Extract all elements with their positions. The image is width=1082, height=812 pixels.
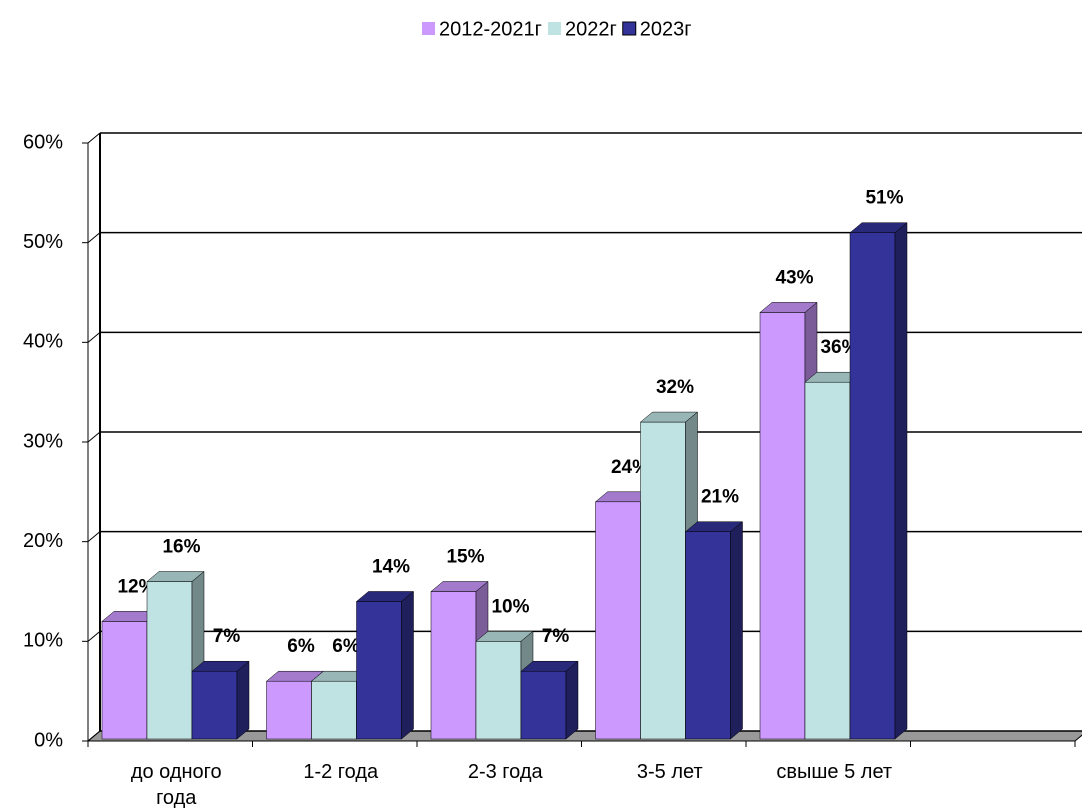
- legend-swatch: [622, 21, 637, 36]
- bar-front: [311, 680, 357, 740]
- grid-line: [87, 531, 101, 543]
- bar-front: [520, 670, 567, 740]
- bar-side: [236, 660, 250, 740]
- data-label: 43%: [775, 267, 813, 288]
- data-label: 16%: [162, 537, 200, 558]
- y-tick-label: 40%: [23, 331, 63, 353]
- data-label: 15%: [446, 547, 484, 568]
- grid-line: [87, 331, 101, 343]
- legend-swatch: [422, 22, 435, 35]
- x-tick-label: 1-2 года: [303, 761, 379, 783]
- x-tick-label: до одного года: [130, 761, 222, 809]
- data-label: 6%: [287, 636, 315, 657]
- bar-front: [640, 421, 686, 740]
- bar-front: [191, 670, 238, 740]
- bar-front: [266, 680, 312, 740]
- bar-front: [595, 501, 641, 740]
- bar: [520, 660, 579, 740]
- legend-label: 2012-2021г: [439, 18, 542, 40]
- bar-front: [430, 591, 477, 740]
- legend-label: 2023г: [640, 18, 692, 40]
- data-label: 32%: [656, 377, 694, 398]
- grid-line: [87, 730, 101, 742]
- data-label: 36%: [820, 337, 858, 358]
- x-tick-label: 2-3 года: [467, 761, 543, 783]
- y-tick-label: 50%: [23, 231, 63, 253]
- bar-front: [146, 581, 193, 740]
- data-label: 6%: [332, 636, 360, 657]
- bar: [355, 590, 415, 740]
- data-label: 10%: [491, 596, 529, 617]
- bar-front: [849, 232, 896, 740]
- data-label: 7%: [213, 626, 241, 647]
- bar: [684, 521, 744, 740]
- bar-front: [685, 531, 731, 740]
- bar-side: [730, 521, 743, 740]
- x-tick-label: 3-5 лет: [636, 761, 703, 783]
- data-label: 7%: [542, 626, 570, 647]
- bar: [849, 222, 908, 740]
- data-label: 21%: [701, 487, 739, 508]
- bar-front: [759, 312, 806, 740]
- bar: [191, 660, 250, 740]
- y-tick-label: 0%: [34, 729, 63, 751]
- grid-line: [87, 431, 101, 443]
- x-tick-label: свыше 5 лет: [776, 761, 893, 783]
- data-label: 24%: [611, 457, 649, 478]
- y-tick-label: 30%: [23, 430, 63, 452]
- y-tick-label: 20%: [23, 530, 63, 552]
- grid-line: [87, 132, 101, 144]
- y-tick-label: 10%: [23, 630, 63, 652]
- bar-side: [401, 590, 414, 740]
- bar-side: [894, 222, 908, 740]
- bar-front: [475, 641, 522, 740]
- y-tick-label: 60%: [23, 131, 63, 153]
- data-label: 14%: [372, 556, 410, 577]
- bar-side: [565, 660, 579, 740]
- legend-swatch: [547, 22, 561, 35]
- bar-front: [101, 621, 148, 740]
- data-label: 12%: [117, 576, 155, 597]
- data-label: 51%: [865, 188, 903, 209]
- bar-front: [356, 601, 402, 740]
- grid-line: [87, 232, 101, 244]
- grid-line: [87, 630, 101, 642]
- legend-label: 2022г: [565, 18, 617, 40]
- bar-front: [804, 381, 851, 740]
